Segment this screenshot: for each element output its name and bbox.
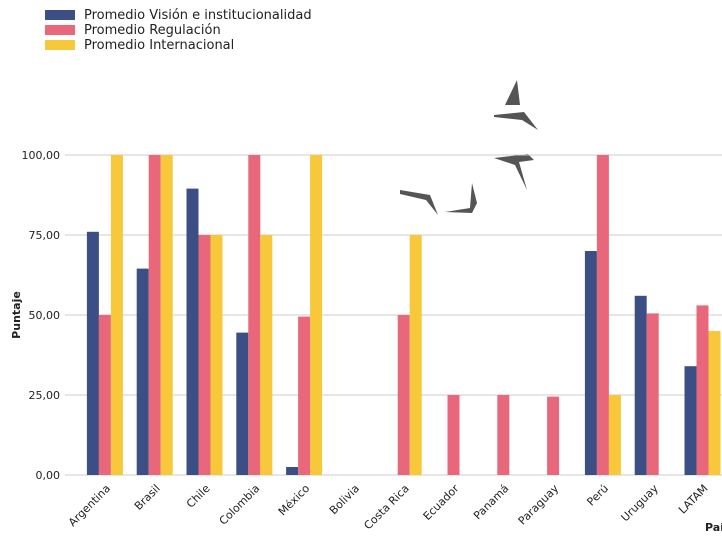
legend-label: Promedio Visión e institucionalidad: [84, 8, 312, 23]
bar: [86, 231, 99, 475]
x-tick-label: Brasil: [132, 482, 163, 513]
x-tick-label: Paraguay: [516, 482, 562, 528]
bar: [696, 305, 709, 475]
bar: [596, 155, 609, 475]
x-tick-label: Chile: [184, 482, 213, 511]
bar: [547, 396, 560, 475]
bar: [186, 188, 199, 475]
x-tick-label: Perú: [584, 482, 611, 509]
y-tick-label: 50,00: [29, 309, 61, 322]
y-tick-label: 0,00: [36, 469, 61, 482]
x-axis-title: Pai: [705, 521, 722, 534]
legend-swatch: [45, 10, 75, 20]
bar: [646, 313, 659, 475]
legend-swatch: [45, 25, 75, 35]
bar: [409, 235, 422, 475]
bar: [160, 155, 173, 475]
bar: [136, 268, 149, 475]
bar: [286, 467, 299, 475]
y-tick-label: 100,00: [22, 149, 61, 162]
x-tick-label: Argentina: [66, 482, 113, 529]
y-tick-label: 25,00: [29, 389, 61, 402]
x-tick-label: Uruguay: [619, 482, 662, 525]
legend-label: Promedio Internacional: [84, 38, 234, 53]
bar: [397, 315, 410, 475]
bar: [310, 155, 323, 475]
x-tick-label: LATAM: [676, 482, 711, 517]
bar: [708, 331, 721, 475]
y-axis-title: Puntaje: [10, 291, 23, 339]
bar: [248, 155, 261, 475]
bar: [110, 155, 123, 475]
bar: [584, 251, 597, 475]
bar: [236, 332, 249, 475]
bar: [210, 235, 223, 475]
legend-swatch: [45, 40, 75, 50]
x-tick-label: Panamá: [471, 482, 511, 522]
bar: [684, 366, 697, 475]
x-tick-label: Bolivia: [327, 482, 362, 517]
x-tick-label: Colombia: [217, 482, 263, 528]
birds: [400, 80, 538, 215]
bar: [447, 395, 460, 475]
bar: [98, 315, 111, 475]
bar: [298, 316, 311, 475]
x-tick-label: México: [276, 482, 313, 519]
bar: [198, 235, 211, 475]
legend-label: Promedio Regulación: [84, 23, 221, 38]
bar: [260, 235, 273, 475]
x-tick-label: Ecuador: [421, 482, 462, 523]
y-tick-label: 75,00: [29, 229, 61, 242]
bar: [497, 395, 510, 475]
x-tick-label: Costa Rica: [361, 482, 411, 532]
bar: [634, 295, 647, 475]
bar: [608, 395, 621, 475]
bar: [148, 155, 161, 475]
